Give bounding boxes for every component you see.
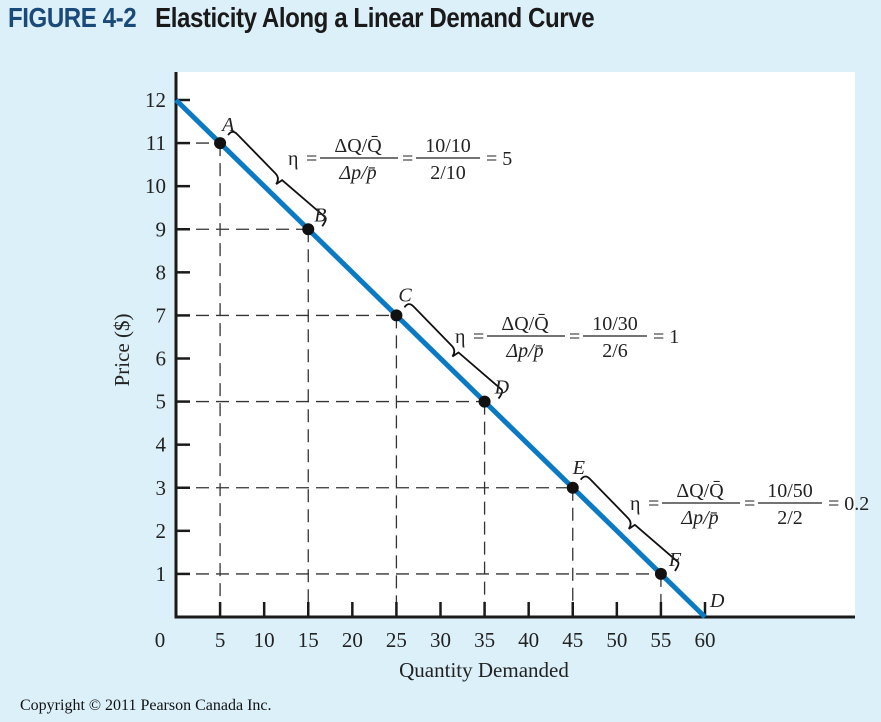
x-tick-label: 45	[562, 628, 583, 652]
y-tick-label: 6	[156, 347, 167, 371]
axes	[174, 72, 855, 619]
y-tick-label: 7	[156, 303, 167, 327]
x-tick-label: 30	[430, 628, 451, 652]
point-a	[214, 137, 227, 150]
brackets	[227, 130, 680, 572]
denominator-formula: Δp/p̄	[505, 340, 543, 362]
x-tick-label: 5	[215, 628, 226, 652]
denominator-formula: Δp/p̄	[680, 507, 718, 529]
x-tick-label: 10	[254, 628, 275, 652]
point-b	[302, 223, 315, 236]
copyright-notice: Copyright © 2011 Pearson Canada Inc.	[20, 697, 272, 714]
elasticity-equation-e-f: η = ΔQ/Q̄ Δp/p̄ = 10/50 2/2 = 0.2	[630, 480, 869, 529]
numerator-value: 10/50	[767, 480, 813, 502]
demand-curve-label: D	[709, 590, 725, 612]
equals-sign: =	[744, 493, 755, 515]
bracket	[403, 303, 504, 400]
denominator-formula: Δp/p̄	[338, 162, 376, 184]
y-tick-label: 1	[156, 562, 167, 586]
bracket	[580, 475, 680, 572]
bracket	[227, 130, 327, 227]
point-f	[654, 567, 667, 580]
elasticity-equation-a-b: η = ΔQ/Q̄ Δp/p̄ = 10/10 2/10 = 5	[288, 135, 512, 184]
y-tick-label: 5	[156, 390, 167, 414]
denominator-value: 2/10	[430, 162, 466, 184]
equals-sign: =	[569, 326, 580, 348]
point-label: B	[314, 204, 326, 226]
y-tick-label: 4	[156, 433, 167, 457]
denominator-value: 2/2	[777, 507, 803, 529]
equals-sign: =	[473, 326, 484, 348]
numerator-formula: ΔQ/Q̄	[501, 313, 549, 335]
x-tick-label: 25	[386, 628, 407, 652]
x-tick-label: 50	[606, 628, 627, 652]
eta-symbol: η	[455, 326, 465, 348]
eta-symbol: η	[288, 148, 298, 170]
elasticity-annotations: η = ΔQ/Q̄ Δp/p̄ = 10/10 2/10 = 5 η = ΔQ/Q̄ Δp/p̄ = 10…	[288, 135, 869, 529]
demand-curve	[174, 98, 707, 619]
plot-area	[176, 72, 855, 618]
point-label: A	[220, 114, 235, 136]
figure-name: Elasticity Along a Linear Demand Curve	[155, 2, 595, 33]
point-label: F	[668, 549, 682, 571]
x-tick-label: 15	[298, 628, 319, 652]
equals-sign: =	[648, 493, 659, 515]
x-axis-title: Quantity Demanded	[399, 658, 569, 682]
origin-label: 0	[155, 628, 166, 652]
y-tick-label: 10	[145, 174, 166, 198]
x-tick-label: 35	[474, 628, 495, 652]
point-label: C	[398, 284, 412, 306]
equals-sign: =	[402, 148, 413, 170]
figure-number: FIGURE 4-2	[8, 2, 137, 33]
point-e	[566, 481, 579, 494]
numerator-formula: ΔQ/Q̄	[334, 135, 382, 157]
y-tick-label: 9	[156, 217, 167, 241]
point-label: D	[494, 377, 510, 399]
x-tick-label: 55	[650, 628, 671, 652]
elasticity-result: = 0.2	[828, 493, 869, 515]
eta-symbol: η	[630, 493, 640, 515]
x-tick-label: 40	[518, 628, 539, 652]
numerator-value: 10/10	[425, 135, 471, 157]
denominator-value: 2/6	[602, 340, 628, 362]
figure-title: FIGURE 4-2 Elasticity Along a Linear Dema…	[8, 2, 595, 34]
y-tick-label: 8	[156, 260, 167, 284]
y-tick-label: 11	[146, 131, 166, 155]
elasticity-equation-c-d: η = ΔQ/Q̄ Δp/p̄ = 10/30 2/6 = 1	[455, 313, 679, 362]
data-points: A B C D E F	[214, 114, 682, 580]
equals-sign: =	[306, 148, 317, 170]
y-tick-label: 2	[156, 519, 167, 543]
elasticity-result: = 5	[486, 148, 512, 170]
dashed-guides	[176, 142, 662, 617]
x-tick-label: 60	[695, 628, 716, 652]
y-tick-label: 12	[145, 88, 166, 112]
point-label: E	[572, 457, 585, 479]
point-c	[390, 309, 403, 322]
x-tick-label: 20	[342, 628, 363, 652]
numerator-value: 10/30	[592, 313, 638, 335]
point-d	[478, 395, 491, 408]
y-axis-title: Price ($)	[110, 314, 134, 387]
numerator-formula: ΔQ/Q̄	[676, 480, 724, 502]
elasticity-result: = 1	[653, 326, 679, 348]
y-tick-label: 3	[156, 476, 167, 500]
